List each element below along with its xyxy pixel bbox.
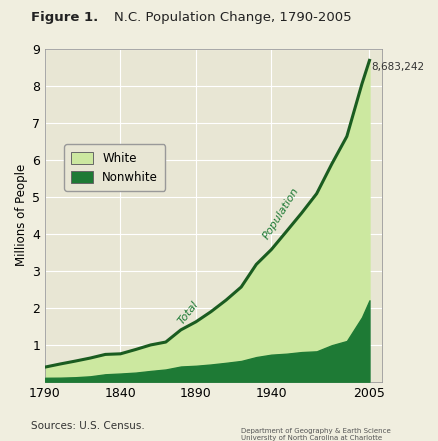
Text: Department of Geography & Earth Science: Department of Geography & Earth Science bbox=[241, 428, 390, 434]
Text: Sources: U.S. Census.: Sources: U.S. Census. bbox=[31, 421, 144, 431]
Text: Figure 1.: Figure 1. bbox=[31, 11, 98, 24]
Legend: White, Nonwhite: White, Nonwhite bbox=[64, 145, 165, 191]
Text: Population: Population bbox=[260, 186, 300, 241]
Y-axis label: Millions of People: Millions of People bbox=[15, 164, 28, 266]
Text: Total: Total bbox=[176, 299, 200, 326]
Text: N.C. Population Change, 1790-2005: N.C. Population Change, 1790-2005 bbox=[96, 11, 350, 24]
Text: University of North Carolina at Charlotte: University of North Carolina at Charlott… bbox=[241, 435, 381, 441]
Text: 8,683,242: 8,683,242 bbox=[370, 62, 423, 72]
